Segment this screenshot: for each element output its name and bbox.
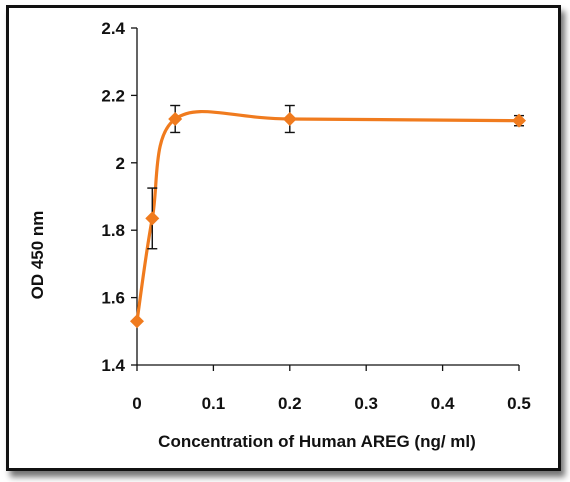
x-ticks: 0 0.1 0.2 0.3 0.4 0.5 bbox=[132, 365, 531, 413]
y-tick-label: 1.6 bbox=[101, 289, 125, 308]
chart-frame bbox=[6, 5, 561, 471]
y-tick-label: 2 bbox=[116, 154, 125, 173]
data-markers bbox=[130, 111, 526, 329]
data-point-marker bbox=[512, 113, 526, 128]
data-point-marker bbox=[168, 111, 183, 126]
x-tick-label: 0.2 bbox=[278, 394, 302, 413]
x-tick-label: 0.5 bbox=[507, 394, 531, 413]
y-tick-label: 2.2 bbox=[101, 86, 125, 105]
y-tick-label: 1.4 bbox=[101, 356, 125, 375]
data-point-marker bbox=[145, 211, 160, 226]
error-bars bbox=[147, 104, 524, 250]
axes bbox=[136, 28, 519, 366]
data-point-marker bbox=[282, 111, 297, 126]
y-tick-label: 2.4 bbox=[101, 19, 125, 38]
series-line bbox=[135, 109, 521, 323]
data-point-marker bbox=[130, 314, 144, 329]
x-tick-label: 0.4 bbox=[431, 394, 455, 413]
y-ticks: 1.4 1.6 1.8 2 2.2 2.4 bbox=[101, 19, 137, 375]
x-tick-label: 0 bbox=[132, 394, 141, 413]
y-tick-label: 1.8 bbox=[101, 221, 125, 240]
x-tick-label: 0.3 bbox=[354, 394, 378, 413]
y-axis-title: OD 450 nm bbox=[28, 211, 47, 300]
x-tick-label: 0.1 bbox=[202, 394, 226, 413]
x-axis-title: Concentration of Human AREG (ng/ ml) bbox=[158, 432, 476, 451]
